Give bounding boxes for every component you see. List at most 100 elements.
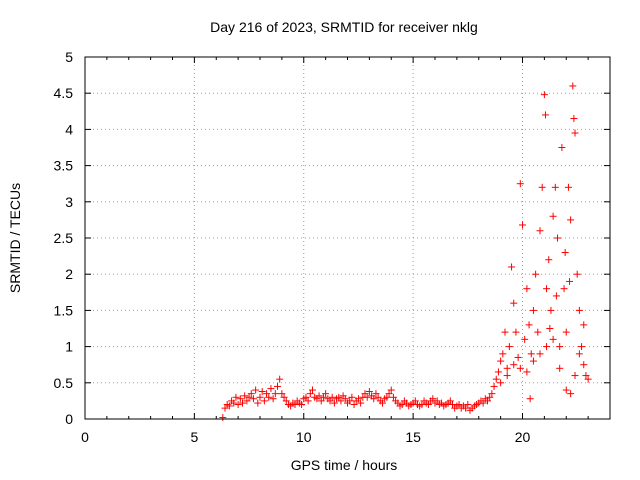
data-point bbox=[532, 270, 540, 278]
data-point bbox=[569, 82, 577, 90]
data-point bbox=[560, 285, 568, 293]
data-point bbox=[479, 399, 487, 407]
data-point bbox=[545, 256, 553, 264]
y-tick-labels: 0 0.5 1 1.5 2 2.5 3 3.5 4 4.5 5 bbox=[54, 49, 74, 427]
data-point bbox=[379, 399, 386, 407]
data-point bbox=[354, 395, 362, 403]
data-point bbox=[540, 91, 548, 99]
data-point bbox=[580, 321, 588, 329]
data-point bbox=[249, 395, 257, 403]
data-point bbox=[411, 397, 419, 405]
data-point bbox=[567, 216, 575, 224]
data-point bbox=[551, 183, 559, 191]
data-point bbox=[484, 397, 491, 405]
data-point bbox=[534, 328, 542, 336]
data-point bbox=[497, 379, 505, 387]
data-point bbox=[370, 395, 378, 403]
y-tick-label: 2 bbox=[65, 266, 73, 282]
data-point bbox=[488, 390, 496, 398]
data-point bbox=[562, 386, 570, 394]
data-point bbox=[578, 343, 586, 351]
data-point bbox=[326, 397, 334, 405]
y-tick-label: 3 bbox=[65, 194, 73, 210]
data-point bbox=[346, 397, 354, 405]
data-point bbox=[516, 180, 524, 188]
grid-lines bbox=[85, 57, 610, 419]
data-point bbox=[546, 325, 554, 332]
y-tick-label: 0 bbox=[65, 411, 73, 427]
data-point bbox=[302, 393, 310, 401]
data-point bbox=[385, 390, 393, 398]
data-point bbox=[558, 144, 566, 151]
data-point bbox=[254, 399, 262, 407]
data-point bbox=[389, 393, 397, 401]
data-point bbox=[225, 402, 233, 410]
data-point bbox=[514, 353, 522, 361]
data-point bbox=[337, 397, 345, 405]
data-point bbox=[526, 395, 534, 403]
data-point bbox=[317, 397, 325, 405]
y-tick-label: 3.5 bbox=[54, 158, 74, 174]
data-point bbox=[424, 401, 432, 409]
data-point bbox=[341, 395, 349, 403]
data-point bbox=[278, 390, 286, 398]
axis-ticks bbox=[84, 56, 610, 420]
y-axis-label: SRMTID / TECUs bbox=[7, 183, 23, 293]
data-point bbox=[499, 350, 507, 358]
data-point bbox=[383, 393, 391, 401]
data-point bbox=[575, 306, 583, 314]
data-point bbox=[291, 401, 299, 409]
data-point bbox=[304, 397, 312, 405]
data-point bbox=[256, 393, 264, 401]
data-point bbox=[494, 368, 502, 376]
data-point bbox=[280, 393, 288, 401]
data-point bbox=[247, 390, 255, 398]
data-point bbox=[274, 382, 281, 390]
data-point bbox=[361, 390, 369, 398]
y-tick-label: 2.5 bbox=[54, 230, 74, 246]
data-point bbox=[350, 401, 358, 409]
data-point bbox=[556, 343, 564, 351]
data-point bbox=[521, 335, 529, 343]
data-point bbox=[328, 393, 336, 401]
data-point bbox=[357, 399, 365, 407]
data-point bbox=[543, 285, 551, 293]
data-point bbox=[309, 386, 316, 394]
data-point bbox=[541, 111, 549, 119]
data-point bbox=[571, 129, 579, 137]
y-tick-label: 4 bbox=[65, 121, 73, 137]
data-point bbox=[584, 375, 592, 383]
data-point bbox=[363, 393, 371, 401]
data-point bbox=[462, 404, 470, 412]
data-point bbox=[245, 393, 253, 401]
data-point bbox=[455, 401, 463, 409]
data-point bbox=[315, 392, 323, 400]
data-point bbox=[260, 397, 268, 405]
y-tick-label: 5 bbox=[65, 49, 73, 65]
data-point bbox=[319, 393, 327, 401]
data-point bbox=[486, 393, 494, 401]
data-point bbox=[516, 364, 524, 372]
data-point bbox=[549, 335, 557, 343]
data-point bbox=[564, 183, 572, 191]
plot-frame bbox=[84, 56, 611, 420]
data-point bbox=[492, 375, 500, 383]
data-point bbox=[219, 414, 227, 422]
data-point bbox=[536, 350, 544, 358]
data-point bbox=[580, 361, 588, 369]
data-point bbox=[429, 395, 437, 403]
data-point bbox=[298, 401, 306, 409]
data-point bbox=[234, 401, 242, 409]
data-point bbox=[519, 221, 526, 229]
data-point bbox=[348, 393, 356, 401]
data-point bbox=[512, 328, 520, 336]
x-tick-label: 10 bbox=[296, 429, 312, 445]
data-point bbox=[497, 357, 505, 365]
data-point bbox=[276, 375, 284, 383]
data-point bbox=[543, 343, 551, 351]
data-point bbox=[267, 385, 275, 393]
y-tick-label: 0.5 bbox=[54, 375, 74, 391]
data-point bbox=[258, 387, 266, 395]
y-tick-label: 1.5 bbox=[54, 302, 74, 318]
data-point bbox=[510, 361, 518, 369]
